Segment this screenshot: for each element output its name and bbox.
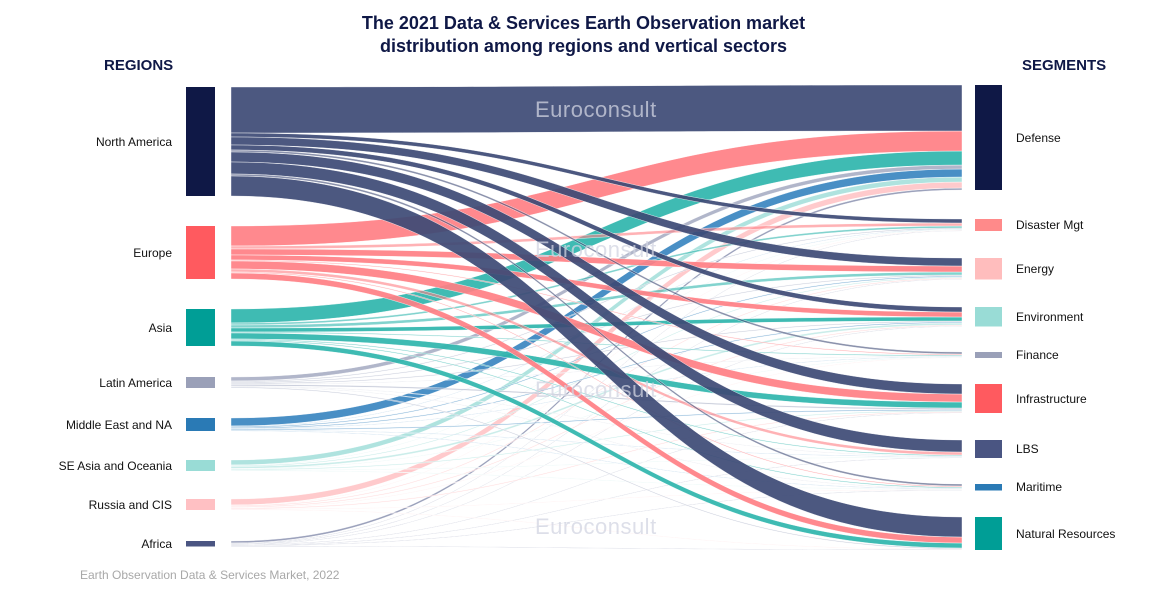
flow-link-north-america-to-natural-resources (230, 175, 963, 538)
flow-link-se-asia-and-oceania-to-lbs (230, 456, 963, 471)
flow-link-north-america-to-infrastructure (230, 151, 963, 395)
region-node-north-america (186, 87, 215, 196)
segment-node-defense (975, 85, 1002, 190)
flow-link-asia-to-energy (230, 271, 963, 329)
flow-link-latin-america-to-lbs (230, 385, 963, 457)
region-node-asia (186, 309, 215, 346)
flow-link-middle-east-and-na-to-finance (230, 356, 963, 430)
flow-link-russia-and-cis-to-finance (230, 357, 963, 509)
segment-label: Maritime (1016, 480, 1063, 495)
region-label: SE Asia and Oceania (58, 458, 172, 473)
region-label: Middle East and NA (65, 417, 172, 432)
watermark-logo: Euroconsult (535, 237, 657, 262)
flow-link-asia-to-finance (230, 331, 963, 357)
segments-header: SEGMENTS (1022, 57, 1107, 74)
flow-link-africa-to-natural-resources (230, 545, 963, 551)
segment-label: Infrastructure (1016, 391, 1087, 406)
segment-label: Defense (1016, 130, 1061, 145)
region-label: Asia (148, 320, 172, 335)
segment-label: Natural Resources (1016, 526, 1116, 541)
flow-link-russia-and-cis-to-natural-resources (230, 509, 963, 550)
segment-node-infrastructure (975, 384, 1002, 413)
segment-node-natural-resources (975, 517, 1002, 550)
segment-node-environment (975, 307, 1002, 327)
chart-title: The 2021 Data & Services Earth Observati… (0, 12, 1167, 58)
flow-link-se-asia-and-oceania-to-finance (230, 356, 963, 470)
flow-link-russia-and-cis-to-infrastructure (230, 411, 963, 510)
flow-link-asia-to-natural-resources (230, 340, 963, 549)
flow-link-north-america-to-finance (230, 149, 963, 355)
flow-link-se-asia-and-oceania-to-maritime (230, 470, 963, 490)
watermark-logo: Euroconsult (535, 97, 657, 122)
title-line-2: distribution among regions and vertical … (379, 36, 788, 56)
flow-link-africa-to-infrastructure (230, 412, 963, 546)
segment-label: Disaster Mgt (1016, 218, 1084, 232)
region-node-europe (186, 226, 215, 279)
flow-link-africa-to-energy (230, 278, 963, 545)
flow-link-middle-east-and-na-to-maritime (230, 430, 963, 490)
regions-header: REGIONS (104, 57, 174, 74)
flow-link-asia-to-infrastructure (230, 332, 963, 409)
source-footer: Earth Observation Data & Services Market… (80, 568, 340, 582)
region-node-latin-america (186, 377, 215, 388)
flow-link-asia-to-lbs (230, 338, 963, 457)
region-node-africa (186, 541, 215, 547)
region-label: Africa (141, 536, 172, 551)
segment-node-lbs (975, 440, 1002, 458)
flow-link-africa-to-maritime (230, 489, 963, 547)
flow-link-north-america-to-maritime (230, 173, 963, 487)
segment-label: Finance (1016, 348, 1059, 362)
flow-link-latin-america-to-maritime (230, 386, 963, 489)
flow-link-middle-east-and-na-to-infrastructure (230, 409, 963, 431)
segment-node-maritime (975, 484, 1002, 491)
flow-link-se-asia-and-oceania-to-defense (230, 176, 963, 466)
region-node-russia-and-cis (186, 499, 215, 510)
segment-label: Energy (1016, 261, 1055, 276)
flow-link-north-america-to-environment (230, 144, 963, 313)
title-line-1: The 2021 Data & Services Earth Observati… (361, 13, 806, 33)
flow-link-europe-to-infrastructure (230, 260, 963, 403)
watermark-logo: Euroconsult (535, 514, 657, 539)
flow-link-se-asia-and-oceania-to-infrastructure (230, 410, 963, 471)
flow-link-europe-to-natural-resources (230, 272, 963, 544)
region-label: Europe (133, 245, 172, 260)
flow-link-africa-to-lbs (230, 457, 963, 546)
watermark-logo: Euroconsult (535, 377, 657, 402)
region-label: Russia and CIS (88, 497, 172, 512)
region-label: Latin America (99, 375, 172, 390)
segment-label: Environment (1016, 309, 1084, 324)
flow-link-europe-to-maritime (230, 271, 963, 488)
flow-link-latin-america-to-natural-resources (230, 386, 963, 550)
region-node-se-asia-and-oceania (186, 460, 215, 471)
segment-node-energy (975, 258, 1002, 280)
segment-label: LBS (1016, 442, 1039, 456)
flow-link-asia-to-maritime (230, 339, 963, 489)
flow-link-north-america-to-disaster-mgt (230, 132, 963, 224)
flow-link-russia-and-cis-to-maritime (230, 489, 963, 510)
flow-link-north-america-to-lbs (230, 161, 963, 453)
region-label: North America (95, 134, 172, 149)
region-node-middle-east-and-na (186, 418, 215, 431)
segment-node-finance (975, 352, 1002, 358)
flow-link-middle-east-and-na-to-environment (230, 321, 963, 429)
flow-link-north-america-to-energy (230, 136, 963, 267)
flow-link-africa-to-environment (230, 325, 963, 545)
segment-node-disaster-mgt (975, 219, 1002, 231)
flow-link-russia-and-cis-to-environment (230, 324, 963, 508)
